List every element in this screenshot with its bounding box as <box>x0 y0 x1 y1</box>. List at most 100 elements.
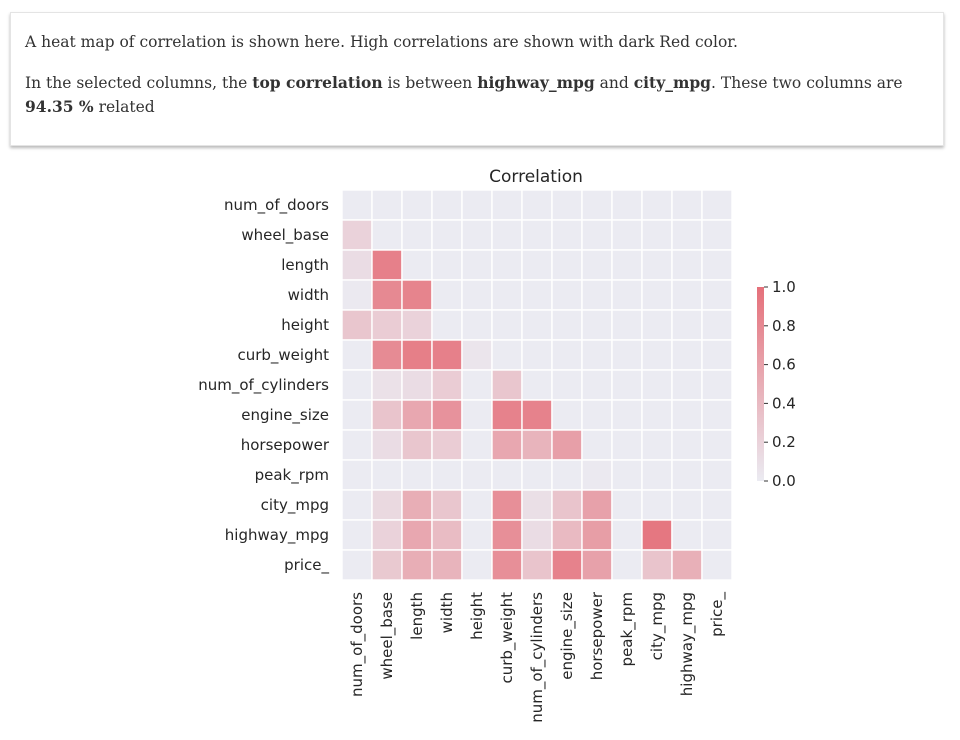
heatmap-cell <box>611 219 643 251</box>
heatmap-cell <box>521 189 553 221</box>
heatmap-cell <box>641 219 673 251</box>
heatmap-cell <box>371 399 403 431</box>
heatmap-cell <box>521 339 553 371</box>
heatmap-cell <box>371 189 403 221</box>
row-label: width <box>288 286 329 304</box>
heatmap-cell <box>641 249 673 281</box>
heatmap-cell <box>341 399 373 431</box>
heatmap-cell <box>551 549 583 581</box>
colorbar-tick-label: 1.0 <box>772 278 796 296</box>
heatmap-cell <box>671 309 703 341</box>
heatmap-cell <box>431 249 463 281</box>
heatmap-cell <box>641 429 673 461</box>
heatmap-cell <box>551 369 583 401</box>
heatmap-cell <box>341 339 373 371</box>
heatmap-cell <box>551 489 583 521</box>
heatmap-cell <box>521 519 553 551</box>
column-label: num_of_doors <box>348 592 367 697</box>
heatmap-cell <box>611 399 643 431</box>
colorbar: 0.0 0.2 0.4 0.6 0.8 1.0 <box>757 278 796 490</box>
heatmap-cell <box>611 309 643 341</box>
colorbar-tick-label: 0.2 <box>772 433 796 451</box>
heatmap-cells <box>341 189 733 581</box>
heatmap-cell <box>641 189 673 221</box>
heatmap-cell <box>341 189 373 221</box>
heatmap-cell <box>431 219 463 251</box>
row-label: engine_size <box>241 406 329 425</box>
colorbar-tick-label: 0.6 <box>772 356 796 374</box>
chart-title: Correlation <box>489 167 583 187</box>
column-label: price_ <box>708 592 727 637</box>
heatmap-cell <box>611 339 643 371</box>
heatmap-cell <box>341 489 373 521</box>
heatmap-cell <box>611 249 643 281</box>
heatmap-cell <box>431 369 463 401</box>
column-label: num_of_cylinders <box>528 592 547 723</box>
heatmap-cell <box>491 549 523 581</box>
heatmap-cell <box>521 309 553 341</box>
heatmap-cell <box>611 519 643 551</box>
heatmap-cell <box>521 399 553 431</box>
heatmap-cell <box>521 459 553 491</box>
heatmap-cell <box>461 429 493 461</box>
heatmap-cell <box>581 249 613 281</box>
heatmap-cell <box>551 399 583 431</box>
heatmap-cell <box>701 279 733 311</box>
heatmap-cell <box>521 489 553 521</box>
heatmap-cell <box>431 339 463 371</box>
heatmap-cell <box>401 339 433 371</box>
heatmap-cell <box>371 249 403 281</box>
heatmap-cell <box>701 309 733 341</box>
summary-text: In the selected columns, the top correla… <box>25 73 903 116</box>
description-text: A heat map of correlation is shown here.… <box>25 33 738 51</box>
heatmap-cell <box>431 189 463 221</box>
heatmap-cell <box>371 459 403 491</box>
highlight-top-correlation: top correlation <box>252 73 383 92</box>
row-label: price_ <box>284 556 329 575</box>
heatmap-cell <box>581 549 613 581</box>
heatmap-cell <box>491 489 523 521</box>
row-label: city_mpg <box>261 496 329 515</box>
heatmap-cell <box>701 249 733 281</box>
heatmap-cell <box>491 279 523 311</box>
heatmap-cell <box>581 279 613 311</box>
heatmap-cell <box>491 369 523 401</box>
column-label: wheel_base <box>378 592 397 680</box>
heatmap-cell <box>341 519 373 551</box>
heatmap-cell <box>341 279 373 311</box>
heatmap-cell <box>521 219 553 251</box>
heatmap-cell <box>581 519 613 551</box>
heatmap-cell <box>701 339 733 371</box>
heatmap-cell <box>671 549 703 581</box>
heatmap-cell <box>671 459 703 491</box>
heatmap-cell <box>551 249 583 281</box>
heatmap-cell <box>431 519 463 551</box>
heatmap-cell <box>401 369 433 401</box>
heatmap-cell <box>431 489 463 521</box>
heatmap-cell <box>461 459 493 491</box>
heatmap-cell <box>521 279 553 311</box>
heatmap-cell <box>611 489 643 521</box>
heatmap-cell <box>581 339 613 371</box>
heatmap-cell <box>491 399 523 431</box>
heatmap-cell <box>431 309 463 341</box>
heatmap-cell <box>641 459 673 491</box>
heatmap-cell <box>701 429 733 461</box>
heatmap-cell <box>641 489 673 521</box>
heatmap-cell <box>521 549 553 581</box>
heatmap-cell <box>671 339 703 371</box>
heatmap-cell <box>371 519 403 551</box>
heatmap-cell <box>431 459 463 491</box>
row-label: height <box>281 316 329 334</box>
heatmap-cell <box>671 519 703 551</box>
heatmap-cell <box>671 219 703 251</box>
heatmap-cell <box>581 489 613 521</box>
heatmap-cell <box>461 339 493 371</box>
heatmap-cell <box>701 189 733 221</box>
heatmap-cell <box>581 189 613 221</box>
heatmap-cell <box>461 249 493 281</box>
heatmap-cell <box>371 369 403 401</box>
heatmap-cell <box>491 339 523 371</box>
heatmap-cell <box>581 429 613 461</box>
